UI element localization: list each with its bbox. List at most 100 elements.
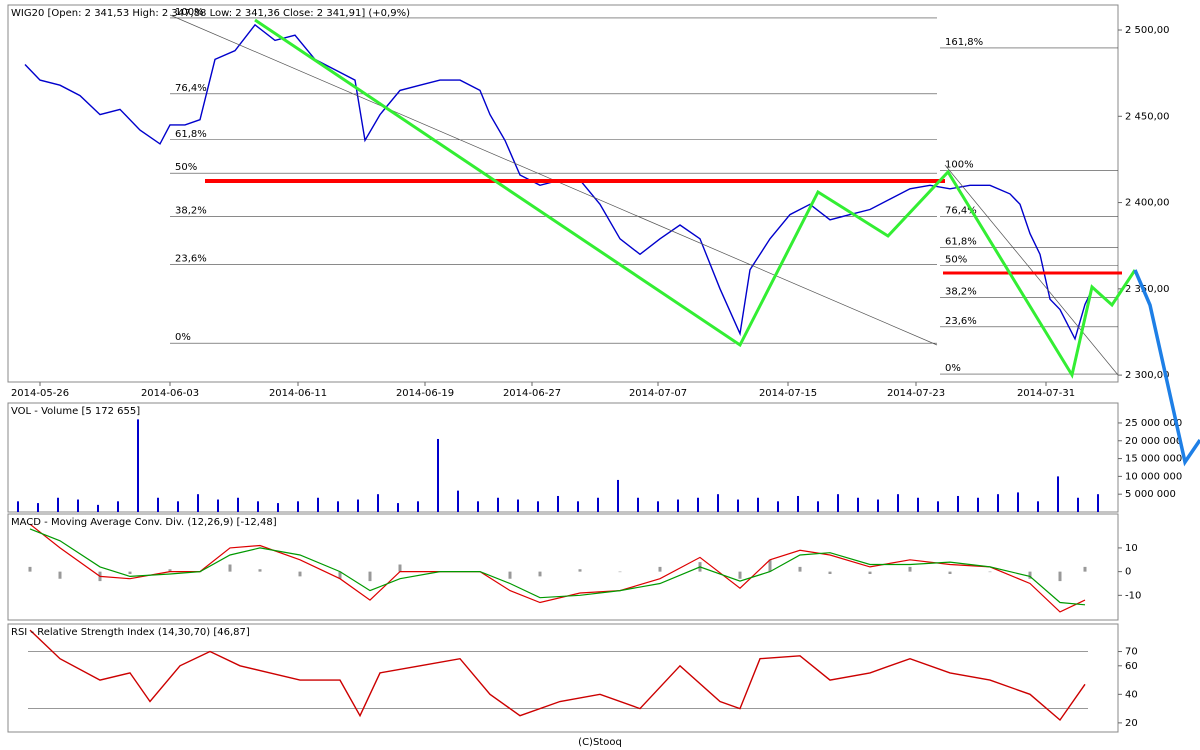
histogram-bar — [948, 571, 952, 574]
wave-path — [254, 18, 1137, 379]
fib-label: 100% — [945, 160, 974, 171]
histogram-bar — [908, 566, 912, 572]
volume-bar — [837, 494, 839, 512]
data-line — [29, 629, 1086, 722]
x-tick-label: 2014-07-31 — [1017, 388, 1075, 399]
histogram-bar — [738, 571, 742, 579]
fib-label: 23,6% — [945, 316, 977, 327]
volume-bar — [937, 501, 939, 512]
volume-bar — [377, 494, 379, 512]
y-tick-label: 40 — [1125, 689, 1138, 700]
volume-bar — [277, 503, 279, 512]
y-tick-label: 20 — [1125, 718, 1138, 729]
volume-bar — [437, 438, 439, 512]
volume-bar — [457, 490, 459, 512]
x-tick-label: 2014-05-26 — [11, 388, 69, 399]
volume-bar — [177, 501, 179, 512]
fib-label: 161,8% — [945, 37, 983, 48]
histogram-bar — [828, 571, 832, 574]
volume-bar — [257, 501, 259, 512]
volume-bar — [557, 495, 559, 512]
panel-frame — [7, 513, 1119, 621]
y-tick-label: 2 300,00 — [1125, 370, 1170, 381]
panel-title: VOL - Volume [5 172 655] — [11, 406, 140, 417]
histogram-bar — [508, 571, 512, 579]
copyright: (C)Stooq — [578, 737, 622, 748]
histogram-bar — [228, 564, 232, 572]
y-tick-label: -10 — [1125, 590, 1141, 601]
volume-bar — [1057, 476, 1059, 512]
volume-bar — [197, 494, 199, 512]
y-tick-label: 2 400,00 — [1125, 198, 1170, 209]
x-tick-label: 2014-06-03 — [141, 388, 199, 399]
histogram-bar — [768, 559, 772, 572]
histogram-bar — [168, 569, 172, 572]
fib-label: 61,8% — [945, 236, 977, 247]
panel-title: RSI - Relative Strength Index (14,30,70)… — [11, 627, 250, 638]
volume-bar — [677, 499, 679, 512]
fib-label: 50% — [175, 162, 197, 173]
histogram-bar — [338, 571, 342, 579]
histogram-bar — [1058, 571, 1062, 582]
x-tick-label: 2014-07-15 — [759, 388, 817, 399]
y-tick-label: 20 000 000 — [1125, 436, 1182, 447]
volume-bar — [337, 501, 339, 512]
volume-bar — [477, 501, 479, 512]
volume-bar — [597, 497, 599, 512]
volume-bar — [1037, 501, 1039, 512]
volume-bar — [17, 501, 19, 512]
volume-bar — [737, 499, 739, 512]
fib-label: 76,4% — [945, 205, 977, 216]
histogram-bar — [298, 571, 302, 577]
volume-bar — [537, 501, 539, 512]
fib-label: 38,2% — [945, 286, 977, 297]
histogram-bar — [798, 566, 802, 572]
volume-bar — [517, 499, 519, 512]
panel-title: WIG20 [Open: 2 341,53 High: 2 347,88 Low… — [11, 8, 410, 19]
x-tick-label: 2014-07-23 — [887, 388, 945, 399]
volume-bar — [857, 497, 859, 512]
volume-bar — [157, 497, 159, 512]
fib-label: 50% — [945, 254, 967, 265]
histogram-bar — [258, 569, 262, 572]
panel-frame — [7, 623, 1119, 733]
histogram-bar — [1028, 571, 1032, 579]
volume-bar — [977, 497, 979, 512]
y-tick-label: 2 500,00 — [1125, 25, 1170, 36]
data-line — [29, 528, 1086, 606]
panel-frame — [7, 4, 1119, 383]
trend-line — [944, 164, 1119, 376]
volume-bar — [617, 479, 619, 512]
x-tick-label: 2014-06-27 — [503, 388, 561, 399]
volume-bar — [77, 499, 79, 512]
y-tick-label: 60 — [1125, 661, 1138, 672]
annotations — [169, 14, 1200, 467]
y-tick-label: 2 450,00 — [1125, 111, 1170, 122]
volume-bar — [317, 497, 319, 512]
y-tick-label: 10 000 000 — [1125, 471, 1182, 482]
volume-bar — [237, 497, 239, 512]
fib-label: 61,8% — [175, 129, 207, 140]
volume-bar — [397, 503, 399, 512]
histogram-bar — [988, 571, 992, 573]
fib-label: 23,6% — [175, 254, 207, 265]
volume-bar — [777, 501, 779, 512]
volume-bar — [797, 495, 799, 512]
panel-title: MACD - Moving Average Conv. Div. (12,26,… — [11, 517, 277, 528]
histogram-bar — [658, 566, 662, 572]
fib-label: 0% — [945, 363, 961, 374]
volume-bar — [137, 419, 139, 512]
volume-bar — [917, 497, 919, 512]
x-tick-label: 2014-06-19 — [396, 388, 454, 399]
histogram-bar — [368, 571, 372, 582]
histogram-bar — [28, 566, 32, 572]
volume-bar — [877, 499, 879, 512]
volume-bar — [97, 504, 99, 512]
volume-bar — [37, 503, 39, 512]
y-tick-label: 0 — [1125, 567, 1131, 578]
volume-bar — [1097, 494, 1099, 512]
volume-bar — [57, 497, 59, 512]
y-tick-label: 10 — [1125, 543, 1138, 554]
fib-label: 38,2% — [175, 205, 207, 216]
